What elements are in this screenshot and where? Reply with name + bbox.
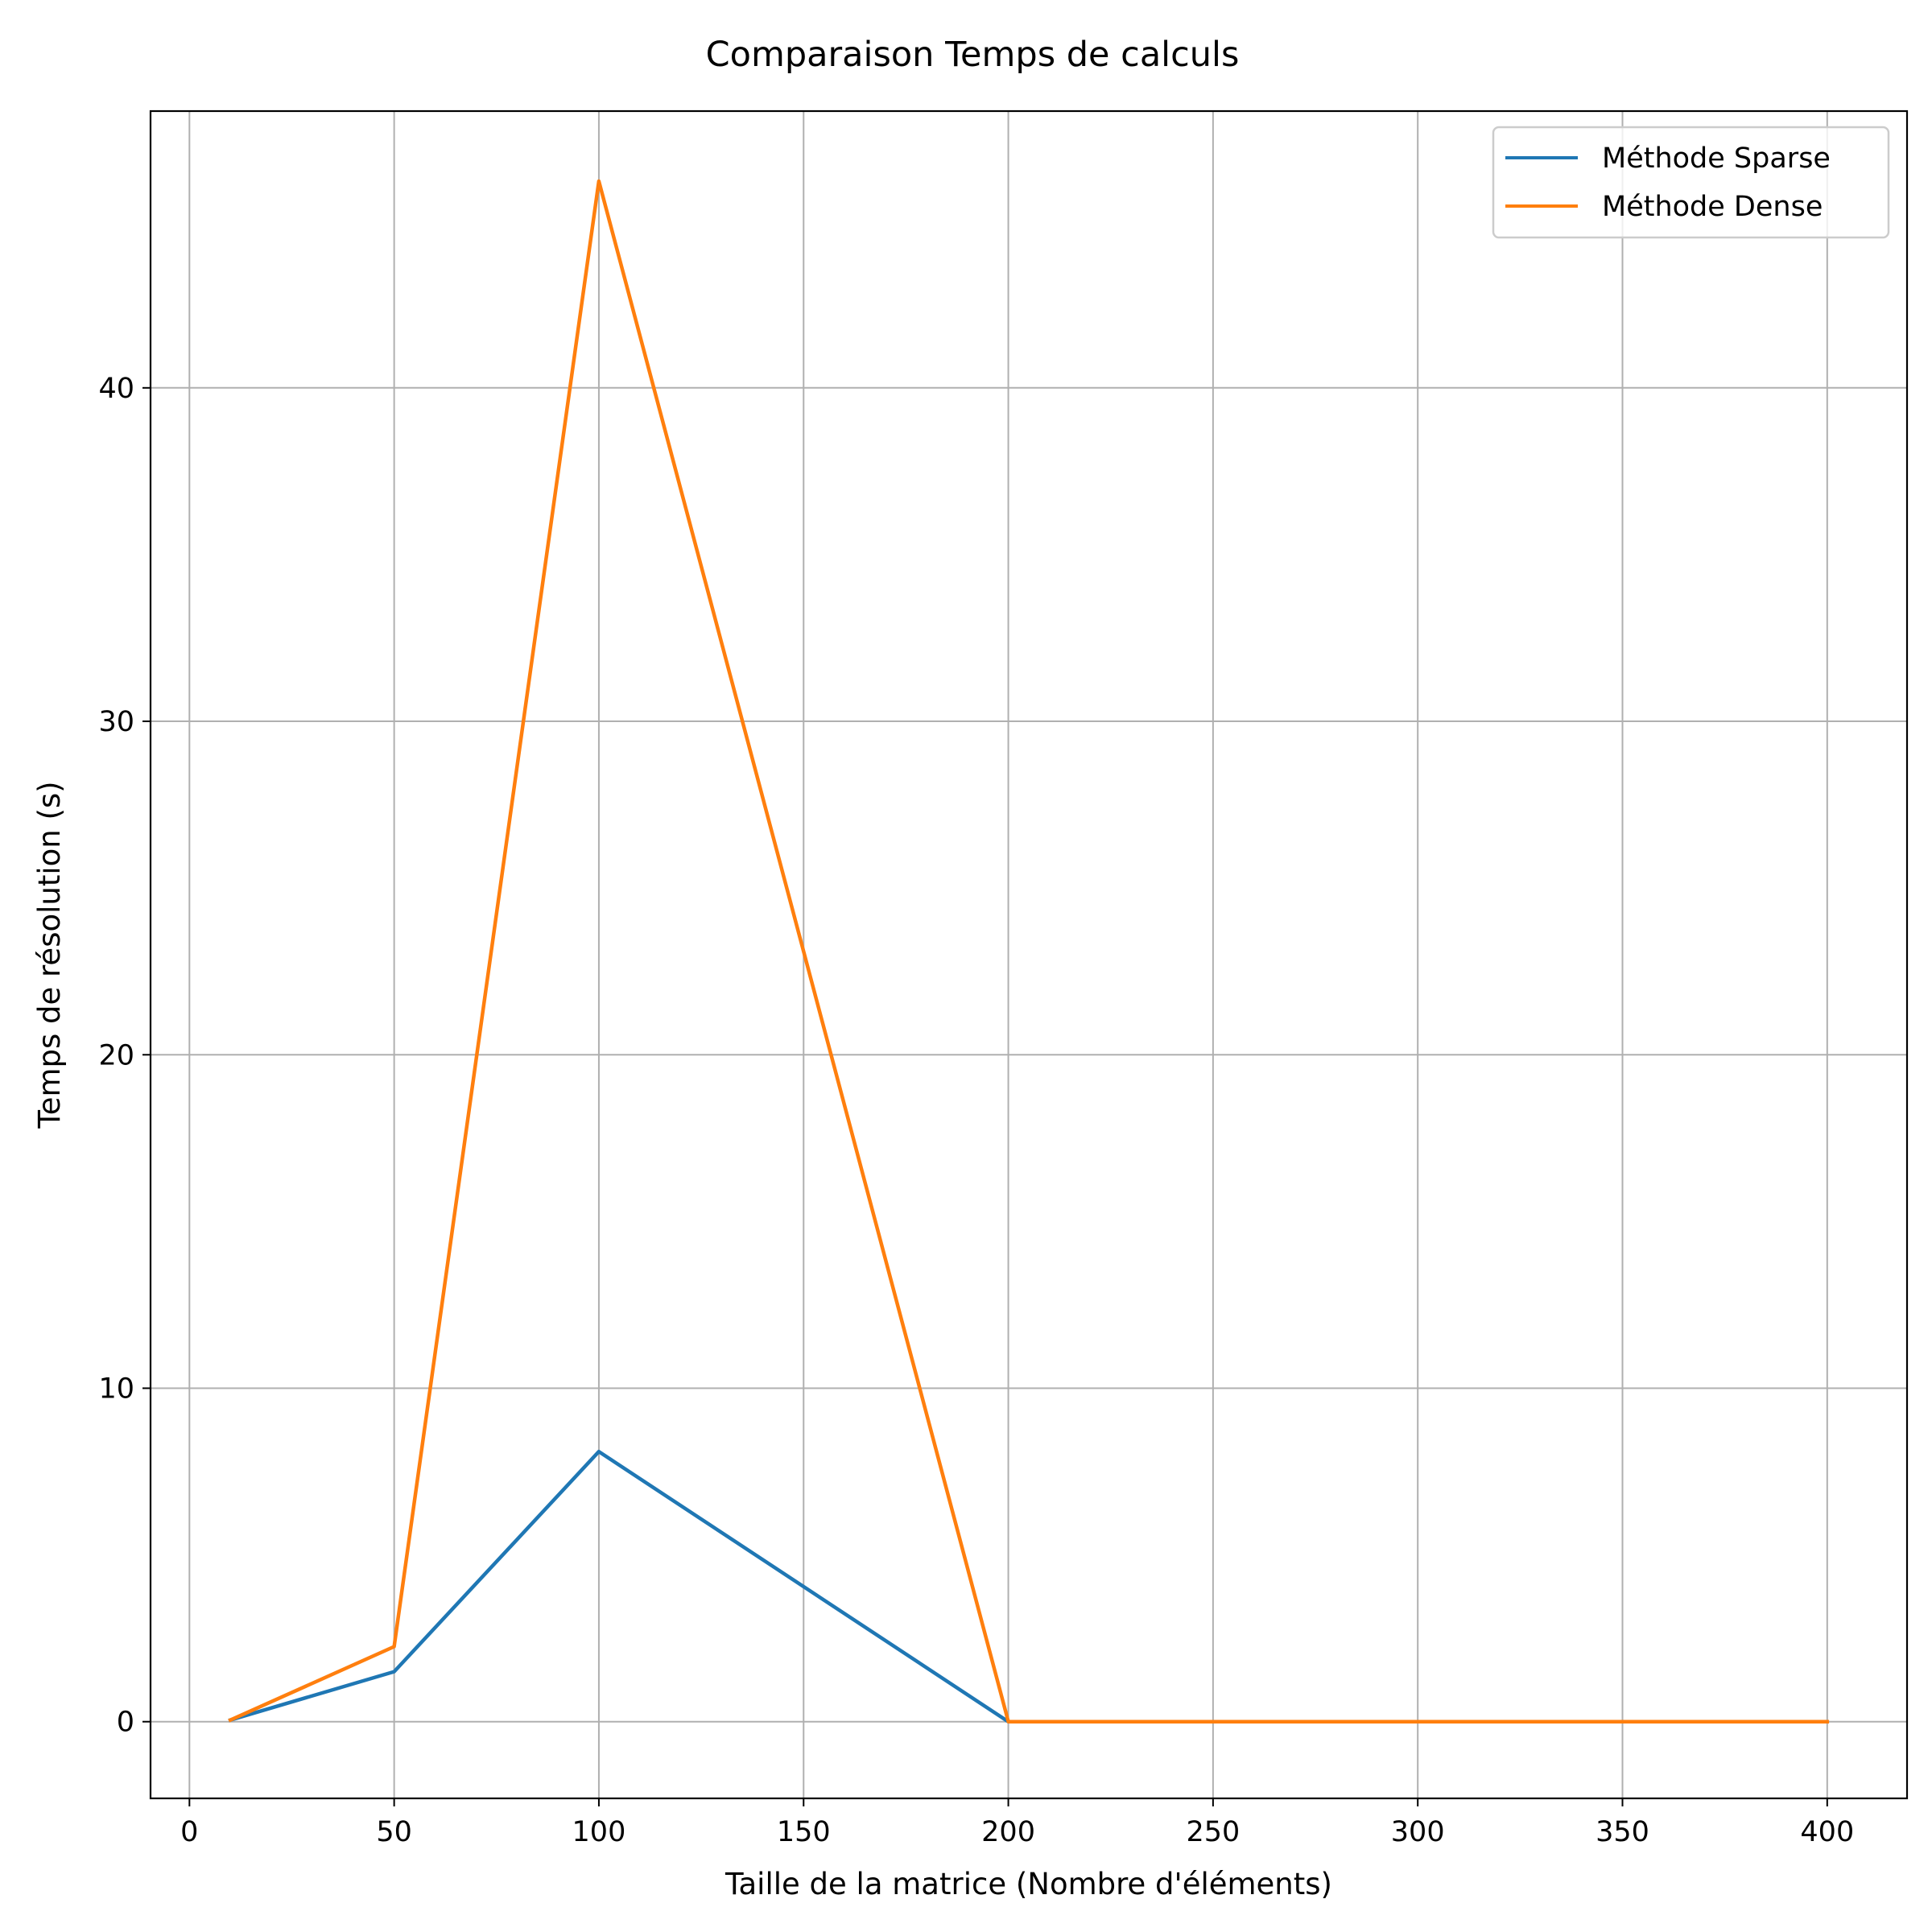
legend-label-sparse: Méthode Sparse bbox=[1602, 142, 1831, 175]
x-tick-label: 250 bbox=[1186, 1816, 1240, 1848]
legend-box bbox=[1492, 126, 1890, 239]
x-axis-label: Taille de la matrice (Nombre d'éléments) bbox=[724, 1867, 1332, 1901]
series-line-dense bbox=[228, 179, 1830, 1724]
plot-frame bbox=[149, 109, 1909, 1800]
chart-title: Comparaison Temps de calculs bbox=[706, 35, 1240, 75]
x-tick-label: 350 bbox=[1596, 1816, 1649, 1848]
x-tick-label: 300 bbox=[1391, 1816, 1445, 1848]
legend-label-dense: Méthode Dense bbox=[1602, 191, 1823, 223]
x-tick-label: 400 bbox=[1800, 1816, 1854, 1848]
y-tick-label: 40 bbox=[98, 373, 134, 405]
grid bbox=[151, 111, 1907, 1798]
x-tick-label: 150 bbox=[777, 1816, 831, 1848]
x-tick-label: 0 bbox=[180, 1816, 198, 1848]
x-tick-label: 200 bbox=[981, 1816, 1035, 1848]
y-tick-label: 30 bbox=[98, 706, 134, 738]
ticks: 0 50 100 150 200 250 300 350 400 0 10 20 30 40 bbox=[98, 373, 1854, 1848]
y-tick-label: 20 bbox=[98, 1039, 134, 1071]
series-line-sparse bbox=[228, 1449, 1830, 1724]
y-tick-label: 10 bbox=[98, 1373, 134, 1405]
series-lines bbox=[228, 179, 1830, 1724]
legend: Méthode Sparse Méthode Dense bbox=[1492, 126, 1890, 239]
x-tick-label: 50 bbox=[376, 1816, 412, 1848]
y-tick-label: 0 bbox=[117, 1707, 134, 1739]
x-tick-label: 100 bbox=[572, 1816, 626, 1848]
y-axis-label: Temps de résolution (s) bbox=[32, 781, 67, 1129]
